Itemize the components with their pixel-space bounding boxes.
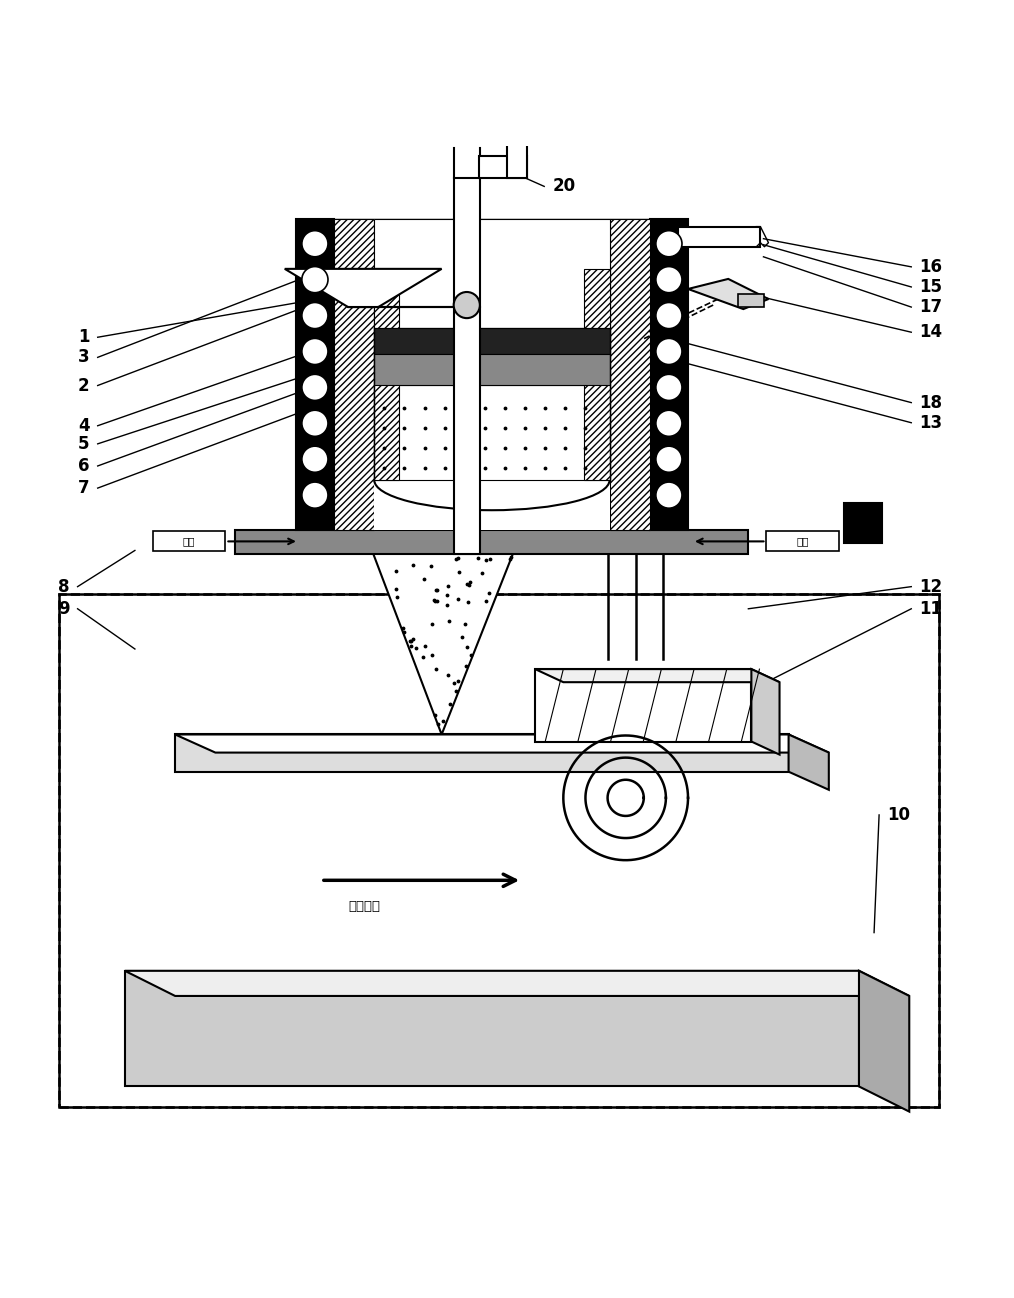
Polygon shape bbox=[371, 549, 515, 735]
Bar bbox=[374, 269, 400, 480]
Polygon shape bbox=[125, 971, 910, 996]
Bar bbox=[738, 295, 765, 308]
Bar bbox=[584, 269, 609, 480]
Circle shape bbox=[302, 447, 328, 472]
Text: 14: 14 bbox=[920, 323, 942, 341]
Text: 7: 7 bbox=[78, 479, 89, 497]
Circle shape bbox=[302, 410, 328, 436]
Circle shape bbox=[656, 410, 682, 436]
Bar bbox=[479, 156, 527, 178]
Bar bbox=[60, 593, 939, 1107]
Polygon shape bbox=[789, 735, 828, 789]
Polygon shape bbox=[175, 735, 828, 753]
Text: 11: 11 bbox=[920, 600, 942, 618]
Text: 氯气: 氯气 bbox=[796, 536, 809, 546]
Bar bbox=[453, 178, 480, 554]
Text: 17: 17 bbox=[920, 299, 942, 317]
Bar bbox=[153, 531, 225, 552]
Polygon shape bbox=[285, 269, 442, 308]
Polygon shape bbox=[859, 971, 910, 1111]
Polygon shape bbox=[535, 668, 780, 683]
Text: 2: 2 bbox=[78, 376, 89, 395]
Text: 氯气: 氯气 bbox=[183, 536, 196, 546]
Bar bbox=[535, 668, 751, 741]
Bar bbox=[235, 531, 748, 554]
Circle shape bbox=[656, 231, 682, 257]
Text: 扫描方向: 扫描方向 bbox=[348, 901, 380, 914]
Bar bbox=[374, 218, 609, 328]
Text: 3: 3 bbox=[78, 348, 89, 366]
Circle shape bbox=[302, 231, 328, 257]
Circle shape bbox=[656, 447, 682, 472]
Bar bbox=[844, 504, 882, 544]
Bar bbox=[678, 227, 760, 247]
Circle shape bbox=[302, 374, 328, 401]
Text: 18: 18 bbox=[920, 393, 942, 411]
Bar bbox=[374, 354, 609, 384]
Circle shape bbox=[453, 292, 480, 318]
Bar bbox=[374, 218, 609, 531]
Bar bbox=[334, 218, 650, 531]
Text: 13: 13 bbox=[920, 414, 942, 432]
Polygon shape bbox=[689, 279, 769, 309]
Circle shape bbox=[656, 339, 682, 365]
Bar bbox=[175, 735, 789, 772]
Text: 20: 20 bbox=[553, 178, 575, 196]
Circle shape bbox=[656, 302, 682, 328]
Text: 1: 1 bbox=[78, 328, 89, 347]
Text: 5: 5 bbox=[78, 435, 89, 453]
Bar bbox=[650, 218, 689, 531]
Bar bbox=[507, 140, 527, 178]
Text: 10: 10 bbox=[887, 806, 911, 824]
Text: 12: 12 bbox=[920, 578, 942, 596]
Circle shape bbox=[656, 482, 682, 509]
Bar bbox=[767, 531, 839, 552]
Bar bbox=[60, 593, 939, 1107]
Bar bbox=[374, 328, 609, 354]
Bar bbox=[609, 218, 650, 531]
Polygon shape bbox=[751, 668, 780, 754]
Circle shape bbox=[656, 374, 682, 401]
Text: 6: 6 bbox=[78, 457, 89, 475]
Bar bbox=[296, 218, 334, 531]
Text: 9: 9 bbox=[58, 600, 70, 618]
Circle shape bbox=[302, 302, 328, 328]
Bar bbox=[125, 971, 859, 1086]
Circle shape bbox=[302, 266, 328, 293]
Text: 16: 16 bbox=[920, 258, 942, 276]
Text: 15: 15 bbox=[920, 278, 942, 296]
Bar bbox=[374, 384, 609, 480]
Circle shape bbox=[302, 339, 328, 365]
Bar bbox=[334, 218, 374, 531]
Circle shape bbox=[302, 482, 328, 509]
Text: 4: 4 bbox=[78, 417, 89, 435]
Text: 8: 8 bbox=[58, 578, 70, 596]
Circle shape bbox=[656, 266, 682, 293]
